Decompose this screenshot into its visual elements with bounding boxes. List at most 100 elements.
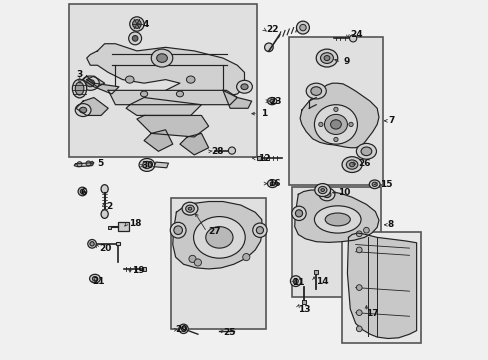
Bar <box>116 242 120 245</box>
Ellipse shape <box>242 253 249 261</box>
Ellipse shape <box>75 104 91 117</box>
Text: 12: 12 <box>257 154 270 163</box>
Ellipse shape <box>356 326 362 332</box>
Ellipse shape <box>132 20 141 28</box>
Ellipse shape <box>314 105 357 144</box>
Ellipse shape <box>139 158 155 171</box>
Ellipse shape <box>252 223 266 237</box>
Text: 25: 25 <box>223 328 235 337</box>
Text: 18: 18 <box>129 219 141 228</box>
Ellipse shape <box>270 182 274 185</box>
Ellipse shape <box>316 49 337 67</box>
Ellipse shape <box>185 205 194 212</box>
Ellipse shape <box>318 122 323 127</box>
Ellipse shape <box>305 83 325 99</box>
Ellipse shape <box>296 21 309 34</box>
Text: 6: 6 <box>80 188 86 197</box>
Bar <box>107 226 111 229</box>
Ellipse shape <box>72 79 86 98</box>
Ellipse shape <box>314 206 360 233</box>
Ellipse shape <box>88 239 96 248</box>
Ellipse shape <box>89 274 100 283</box>
Ellipse shape <box>320 53 333 63</box>
Text: 28: 28 <box>211 147 224 156</box>
Text: 2: 2 <box>106 202 112 211</box>
Text: 29: 29 <box>175 325 188 334</box>
Polygon shape <box>74 161 94 167</box>
Bar <box>69 4 257 157</box>
Text: 22: 22 <box>265 25 278 34</box>
Ellipse shape <box>349 35 356 42</box>
Text: 7: 7 <box>387 116 393 125</box>
Ellipse shape <box>368 180 379 189</box>
Polygon shape <box>172 202 262 269</box>
Ellipse shape <box>269 99 274 103</box>
Text: 20: 20 <box>99 244 111 253</box>
Ellipse shape <box>80 107 86 113</box>
Ellipse shape <box>295 210 302 217</box>
Text: 21: 21 <box>92 276 104 285</box>
Ellipse shape <box>92 276 97 281</box>
Ellipse shape <box>142 161 151 168</box>
Ellipse shape <box>129 17 144 31</box>
Ellipse shape <box>236 80 252 93</box>
Ellipse shape <box>80 189 84 194</box>
Ellipse shape <box>86 161 91 166</box>
Ellipse shape <box>182 202 198 215</box>
Polygon shape <box>154 162 168 168</box>
Text: 26: 26 <box>357 159 369 168</box>
Ellipse shape <box>156 54 167 62</box>
Ellipse shape <box>194 259 201 266</box>
Text: 11: 11 <box>292 278 304 287</box>
Ellipse shape <box>356 310 362 316</box>
Ellipse shape <box>360 147 371 156</box>
Ellipse shape <box>346 160 357 169</box>
Ellipse shape <box>90 242 94 246</box>
Ellipse shape <box>363 227 368 233</box>
Ellipse shape <box>101 210 108 219</box>
Ellipse shape <box>319 188 334 201</box>
Text: 3: 3 <box>77 70 83 79</box>
Ellipse shape <box>176 91 183 97</box>
Bar <box>291 187 380 297</box>
Ellipse shape <box>325 213 349 226</box>
Ellipse shape <box>125 76 134 83</box>
Ellipse shape <box>188 207 191 210</box>
Text: 14: 14 <box>316 276 328 285</box>
Bar <box>171 198 265 329</box>
Ellipse shape <box>348 122 352 127</box>
Ellipse shape <box>290 276 301 287</box>
Ellipse shape <box>174 226 182 234</box>
Ellipse shape <box>333 107 337 112</box>
Polygon shape <box>86 76 104 87</box>
Polygon shape <box>137 116 208 137</box>
Ellipse shape <box>75 82 83 95</box>
Text: 19: 19 <box>131 266 144 275</box>
Text: 4: 4 <box>142 19 148 28</box>
Ellipse shape <box>267 180 277 188</box>
Ellipse shape <box>228 147 235 154</box>
Bar <box>301 301 305 304</box>
Bar <box>289 37 383 185</box>
Ellipse shape <box>188 255 196 262</box>
Ellipse shape <box>356 231 362 237</box>
Ellipse shape <box>291 206 305 221</box>
Ellipse shape <box>356 285 362 291</box>
Ellipse shape <box>349 162 354 167</box>
Polygon shape <box>108 90 237 105</box>
Ellipse shape <box>128 32 142 45</box>
Bar <box>313 270 318 274</box>
Ellipse shape <box>78 187 86 196</box>
Bar <box>118 222 129 231</box>
Ellipse shape <box>193 217 244 258</box>
Text: 24: 24 <box>349 30 362 39</box>
Text: 9: 9 <box>343 57 349 66</box>
Polygon shape <box>76 98 108 116</box>
Ellipse shape <box>77 162 82 167</box>
Ellipse shape <box>264 43 273 51</box>
Ellipse shape <box>86 80 94 87</box>
Polygon shape <box>86 44 244 101</box>
Polygon shape <box>346 233 416 338</box>
Bar <box>257 156 260 160</box>
Polygon shape <box>294 190 378 242</box>
